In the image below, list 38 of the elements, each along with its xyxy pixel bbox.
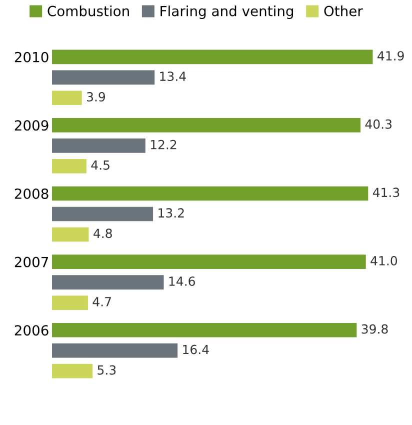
data-label: 12.2	[150, 140, 176, 150]
bar	[52, 138, 146, 153]
bar	[52, 159, 86, 174]
bar	[52, 118, 361, 132]
data-label: 4.7	[92, 297, 111, 306]
data-label: 40.3	[365, 119, 392, 129]
data-label: 16.4	[183, 344, 209, 354]
data-label: 41.0	[370, 256, 398, 266]
y-tick-label: 2006	[14, 325, 48, 336]
legend-label: Flaring and venting	[160, 6, 294, 19]
legend-label: Combustion	[48, 6, 129, 16]
data-label: 41.3	[372, 188, 400, 198]
data-label: 41.9	[378, 51, 404, 61]
data-label: 4.8	[94, 228, 112, 238]
data-label: 13.4	[160, 72, 186, 82]
bar	[52, 343, 178, 358]
bar	[52, 90, 82, 106]
data-label: 3.9	[86, 92, 106, 102]
bar	[52, 296, 88, 310]
data-label: 14.6	[169, 276, 195, 286]
bar	[52, 206, 154, 222]
data-label: 4.5	[91, 160, 110, 170]
bar	[52, 186, 368, 201]
y-tick-label: 2009	[14, 120, 48, 131]
bar	[52, 364, 93, 378]
data-label: 39.8	[362, 324, 388, 334]
data-label: 5.3	[98, 365, 116, 375]
bar	[52, 275, 164, 290]
legend-label: Other	[324, 6, 363, 16]
y-tick-label: 2007	[14, 256, 48, 268]
bar	[52, 254, 366, 269]
data-label: 13.2	[158, 208, 184, 218]
y-tick-label: 2008	[14, 188, 48, 199]
bar	[52, 227, 89, 242]
bar	[52, 50, 373, 64]
bar	[52, 322, 357, 338]
y-tick-label: 2010	[14, 52, 48, 62]
bar	[52, 70, 155, 85]
